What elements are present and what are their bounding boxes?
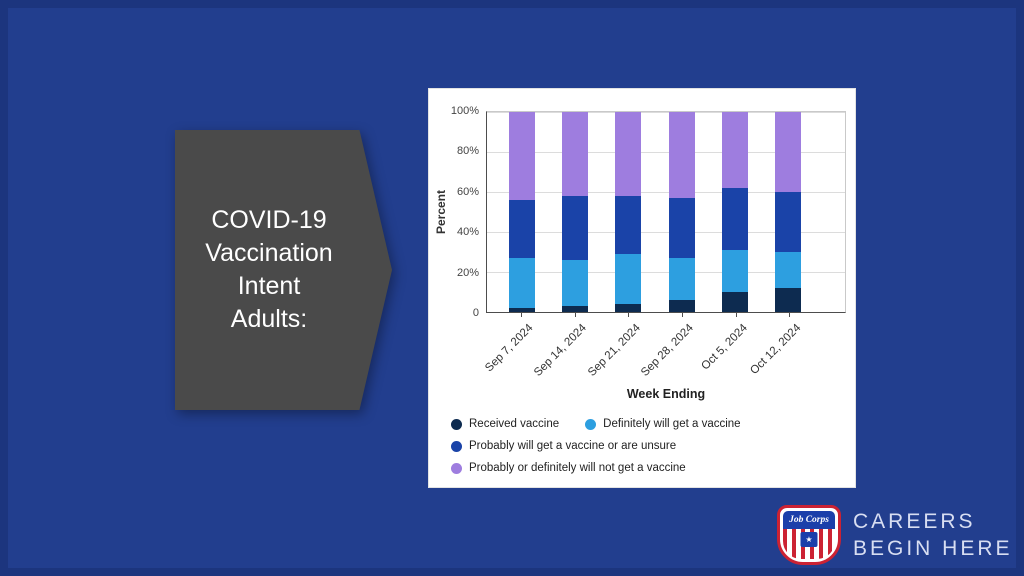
stacked-bar — [615, 112, 642, 312]
title-arrow-wrap: COVID-19 Vaccination Intent Adults: — [175, 130, 392, 410]
chart-card: Percent 0 20% 40% 60% 80% 100% Sep 7, 2024 Sep… — [428, 88, 856, 488]
bar-segment — [775, 192, 802, 252]
x-cell: Sep 21, 2024 — [586, 313, 655, 379]
chart-legend: Received vaccine Definitely will get a va… — [451, 418, 741, 475]
x-cell: Oct 5, 2024 — [699, 313, 763, 379]
plot-area — [486, 111, 846, 313]
x-tick-mark — [574, 313, 576, 317]
y-tick-label: 40% — [456, 226, 479, 239]
gridline — [487, 192, 845, 193]
x-tick-mark — [681, 313, 683, 317]
x-tick-mark — [628, 313, 630, 317]
bar-segment — [615, 196, 642, 254]
bar-segment — [775, 252, 802, 288]
legend-item: Received vaccine — [451, 418, 559, 431]
bar-segment — [668, 258, 695, 300]
legend-label: Probably will get a vaccine or are unsur… — [469, 440, 677, 452]
legend-swatch — [451, 441, 462, 452]
bar-column — [655, 112, 708, 312]
legend-label: Probably or definitely will not get a va… — [469, 462, 686, 474]
shield-stripes: ★ — [783, 529, 835, 559]
x-tick-mark — [789, 313, 791, 317]
legend-row: Received vaccine Definitely will get a va… — [451, 418, 741, 431]
tagline-line-2: BEGIN HERE — [853, 537, 1013, 560]
y-tick-label: 80% — [456, 145, 479, 158]
y-tick-label: 0 — [472, 307, 479, 319]
title-arrow-shape: COVID-19 Vaccination Intent Adults: — [175, 130, 392, 410]
legend-swatch — [585, 419, 597, 430]
stacked-bar — [721, 112, 748, 312]
x-tick-mark — [735, 313, 737, 317]
bar-segment — [508, 258, 535, 308]
gridline — [487, 232, 845, 233]
x-cell: Sep 28, 2024 — [639, 313, 709, 379]
shield-inner: Job Corps ★ — [783, 511, 835, 559]
legend-row: Probably or definitely will not get a va… — [451, 462, 741, 475]
x-cell: Sep 14, 2024 — [532, 313, 602, 379]
bar-segment — [561, 260, 588, 306]
bar-segment — [668, 198, 695, 258]
gridline — [487, 112, 845, 113]
gridline — [487, 152, 845, 153]
x-cell: Sep 7, 2024 — [483, 313, 548, 379]
stacked-bar — [775, 112, 802, 312]
y-tick-label: 60% — [456, 185, 479, 198]
bar-segment — [721, 292, 748, 312]
logo-tagline: CAREERS BEGIN HERE — [853, 508, 1013, 562]
bar-column — [708, 112, 761, 312]
slide-title: COVID-19 Vaccination Intent Adults: — [205, 206, 333, 333]
y-tick-label: 100% — [450, 105, 479, 117]
y-axis-label: Percent — [434, 189, 448, 235]
legend-label: Definitely will get a vaccine — [603, 418, 741, 430]
legend-item: Probably or definitely will not get a va… — [451, 462, 686, 475]
legend-item: Definitely will get a vaccine — [585, 418, 741, 431]
bar-segment — [615, 254, 642, 304]
jobcorps-logo: Job Corps ★ CAREERS BEGIN HERE — [777, 505, 1013, 565]
bar-column — [548, 112, 601, 312]
legend-item: Probably will get a vaccine or are unsur… — [451, 440, 676, 453]
bar-segment — [775, 288, 802, 312]
x-cell: Oct 12, 2024 — [749, 313, 816, 379]
tagline-line-1: CAREERS — [853, 510, 976, 533]
legend-swatch — [451, 419, 462, 430]
bar-segment — [615, 112, 642, 196]
bar-segment — [721, 250, 748, 292]
legend-swatch — [451, 463, 462, 474]
bar-segment — [668, 300, 695, 312]
stacked-bar — [508, 112, 535, 312]
star-icon: ★ — [800, 532, 818, 547]
bar-segment — [508, 308, 535, 312]
jobcorps-brand: Job Corps — [783, 511, 835, 529]
x-tick-label: Sep 7, 2024 — [482, 322, 536, 375]
bar-segment — [561, 196, 588, 260]
bar-segment — [615, 304, 642, 312]
bar-segment — [561, 112, 588, 196]
legend-label: Received vaccine — [469, 418, 560, 430]
bar-segment — [668, 112, 695, 198]
x-tick-labels: Sep 7, 2024 Sep 14, 2024 Sep 21, 2024 Sep 2… — [483, 313, 846, 379]
y-tick-labels: 0 20% 40% 60% 80% 100% — [447, 105, 481, 319]
bar-segment — [775, 112, 802, 192]
x-tick-mark — [520, 313, 522, 317]
bar-segment — [508, 200, 535, 258]
gridline — [487, 272, 845, 273]
bar-segment — [561, 306, 588, 312]
bar-segment — [508, 112, 535, 200]
bar-segment — [721, 188, 748, 250]
bar-segment — [721, 112, 748, 188]
legend-row: Probably will get a vaccine or are unsur… — [451, 440, 741, 453]
y-tick-label: 20% — [456, 266, 479, 279]
bar-column — [602, 112, 655, 312]
bar-column — [762, 112, 815, 312]
bars — [487, 112, 845, 312]
bar-column — [495, 112, 548, 312]
stacked-bar — [561, 112, 588, 312]
stacked-bar — [668, 112, 695, 312]
jobcorps-shield-icon: Job Corps ★ — [777, 505, 841, 565]
x-axis-label: Week Ending — [626, 387, 706, 401]
